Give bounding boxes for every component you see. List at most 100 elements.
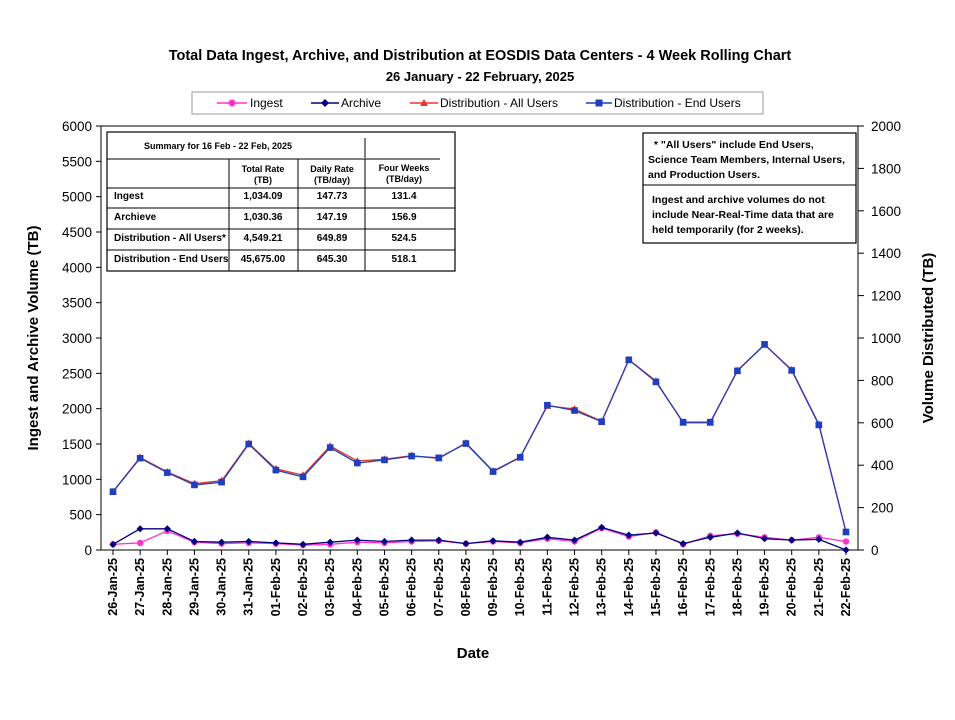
data-point: [544, 401, 551, 409]
chart-title: Total Data Ingest, Archive, and Distribu…: [169, 48, 792, 64]
summary-row-total: 45,675.00: [241, 254, 286, 265]
data-point: [435, 536, 443, 544]
data-point: [462, 540, 470, 548]
data-point: [679, 418, 687, 426]
data-point: [733, 529, 742, 537]
x-axis: 26-Jan-25 27-Jan-25 28-Jan-25 29-Jan-25 30-J…: [106, 550, 853, 616]
x-tick-label: 04-Feb-25: [350, 558, 364, 616]
left-tick-label: 2500: [62, 366, 92, 381]
right-tick-label: 1000: [871, 331, 901, 346]
left-tick-label: 0: [84, 543, 92, 558]
data-point: [245, 440, 253, 448]
data-point: [706, 418, 714, 426]
series-line: [112, 343, 847, 533]
left-tick-label: 1500: [62, 437, 92, 452]
x-tick-label: 29-Jan-25: [187, 558, 201, 616]
series-distribution-end-users: [109, 341, 850, 536]
x-tick-label: 09-Feb-25: [486, 558, 500, 616]
data-point: [652, 378, 660, 386]
note1-line2: Science Team Members, Internal Users,: [648, 154, 845, 166]
legend-ingest-label: Ingest: [250, 96, 283, 110]
legend-dist-end-label: Distribution - End Users: [614, 96, 741, 110]
data-point: [734, 367, 741, 375]
summary-title: Summary for 16 Feb - 22 Feb, 2025: [144, 141, 292, 151]
summary-row-label: Archieve: [114, 212, 157, 223]
notes-box: * "All Users" include End Users, Science…: [642, 132, 857, 244]
x-tick-label: 05-Feb-25: [377, 558, 391, 616]
data-point: [136, 454, 144, 462]
data-point: [842, 546, 850, 554]
x-axis-title: Date: [457, 645, 490, 662]
data-point: [272, 466, 280, 474]
x-tick-label: 13-Feb-25: [595, 558, 609, 616]
data-point: [815, 421, 823, 429]
left-tick-label: 2000: [62, 402, 92, 417]
summary-col1: Total Rate: [242, 164, 285, 174]
data-point: [516, 538, 524, 546]
note1-line1: * "All Users" include End Users,: [648, 139, 814, 151]
x-tick-label: 27-Jan-25: [133, 558, 147, 616]
data-point: [245, 537, 253, 546]
x-tick-label: 30-Jan-25: [215, 558, 229, 616]
summary-row-label: Ingest: [114, 191, 144, 202]
data-point: [326, 444, 334, 451]
note2-line1: Ingest and archive volumes do not: [652, 194, 825, 206]
x-tick-label: 18-Feb-25: [730, 558, 744, 616]
left-tick-label: 500: [69, 508, 92, 523]
x-tick-label: 08-Feb-25: [459, 558, 473, 616]
summary-col1b: (TB): [254, 175, 272, 185]
left-tick-label: 3000: [62, 331, 92, 346]
data-point: [761, 341, 768, 348]
data-point: [462, 440, 470, 447]
right-tick-label: 1800: [871, 161, 901, 176]
data-point: [381, 456, 388, 464]
left-tick-label: 5500: [62, 154, 92, 169]
note2-line2: include Near-Real-Time data that are: [652, 209, 834, 221]
legend: Ingest Archive Distribution - All Users …: [191, 91, 764, 115]
data-point: [109, 540, 117, 548]
data-point: [543, 533, 551, 541]
x-tick-label: 26-Jan-25: [106, 558, 120, 616]
data-point: [380, 537, 389, 546]
data-point: [489, 537, 497, 545]
data-point: [760, 535, 769, 543]
right-tick-label: 200: [871, 501, 894, 516]
x-tick-label: 14-Feb-25: [622, 558, 636, 616]
data-point: [706, 533, 714, 541]
data-point: [163, 469, 171, 476]
summary-row-label: Distribution - All Users*: [114, 233, 226, 244]
right-tick-label: 400: [871, 458, 894, 473]
legend-archive-marker: [321, 99, 329, 107]
x-tick-label: 22-Feb-25: [839, 558, 853, 616]
summary-table: Summary for 16 Feb - 22 Feb, 2025 Total …: [106, 131, 456, 272]
data-point: [299, 540, 307, 548]
x-tick-label: 20-Feb-25: [785, 558, 799, 616]
left-tick-label: 3500: [62, 296, 92, 311]
series-layer: [109, 340, 850, 554]
data-point: [842, 538, 850, 545]
summary-row-four: 518.1: [391, 254, 416, 265]
legend-dist-all-marker: [420, 99, 428, 106]
series-archive: [109, 523, 850, 554]
data-point: [191, 481, 198, 489]
x-tick-label: 21-Feb-25: [812, 558, 826, 616]
data-point: [516, 454, 524, 461]
legend-dist-all-label: Distribution - All Users: [440, 96, 558, 110]
x-tick-label: 28-Jan-25: [160, 558, 174, 616]
legend-dist-end-marker: [595, 99, 603, 107]
data-point: [598, 523, 606, 531]
x-tick-label: 31-Jan-25: [242, 558, 256, 616]
x-tick-label: 16-Feb-25: [676, 558, 690, 616]
x-tick-label: 06-Feb-25: [405, 558, 419, 616]
left-axis: 0 500 1000 1500 2000 2500 3000 3500 4000 4500 5000…: [62, 119, 101, 558]
x-tick-label: 07-Feb-25: [432, 558, 446, 616]
data-point: [163, 525, 171, 533]
data-point: [788, 536, 796, 544]
summary-col3b: (TB/day): [386, 174, 422, 184]
data-point: [326, 538, 334, 546]
legend-box: [191, 91, 764, 115]
right-tick-label: 1600: [871, 204, 901, 219]
data-point: [788, 367, 796, 374]
summary-col3: Four Weeks: [379, 163, 430, 173]
data-point: [625, 356, 633, 364]
